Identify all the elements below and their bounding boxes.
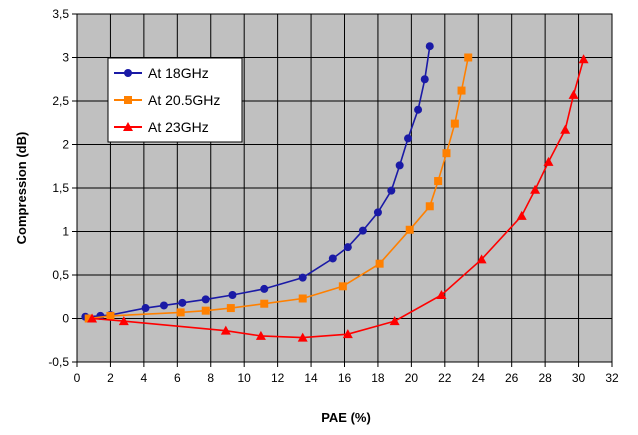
data-point [176, 308, 185, 317]
data-point [328, 254, 337, 263]
x-tick-label: 12 [271, 371, 285, 385]
data-point [338, 282, 347, 291]
data-point [118, 316, 129, 326]
data-point [434, 177, 443, 186]
legend-marker [124, 69, 132, 77]
legend-marker [123, 122, 133, 131]
data-point [425, 202, 434, 211]
data-point [159, 301, 168, 310]
data-point [450, 119, 459, 128]
y-tick-label: 3 [62, 51, 69, 65]
data-point [389, 316, 400, 326]
data-point [373, 208, 382, 217]
data-point [297, 332, 308, 342]
data-point [260, 299, 269, 308]
series-1 [81, 42, 434, 321]
data-point [298, 294, 307, 303]
y-tick-label: 3,5 [52, 7, 69, 21]
legend-item: At 18GHz [114, 65, 209, 81]
data-point [228, 291, 237, 300]
data-point [220, 325, 231, 335]
data-point [395, 161, 404, 170]
data-point [405, 225, 414, 234]
series-line [88, 57, 469, 320]
data-point [358, 226, 367, 235]
data-point [404, 134, 413, 143]
data-point [560, 124, 571, 134]
x-tick-label: 20 [405, 371, 419, 385]
y-tick-label: 1 [62, 225, 69, 239]
data-point [342, 329, 353, 339]
x-tick-label: 22 [438, 371, 452, 385]
data-point [201, 306, 210, 315]
data-point [476, 254, 487, 264]
data-point [387, 186, 396, 195]
x-tick-label: 8 [207, 371, 214, 385]
data-point [260, 284, 269, 293]
data-point [141, 304, 150, 313]
data-point [420, 75, 429, 84]
x-tick-label: 30 [572, 371, 586, 385]
legend-marker [124, 96, 132, 104]
x-tick-label: 26 [505, 371, 519, 385]
data-point [442, 149, 451, 158]
y-tick-label: -0,5 [48, 355, 69, 369]
series-2 [84, 53, 473, 323]
x-tick-label: 18 [371, 371, 385, 385]
data-point [84, 314, 93, 323]
data-point [226, 304, 235, 313]
x-tick-label: 2 [107, 371, 114, 385]
y-tick-label: 0 [62, 312, 69, 326]
series-3 [87, 54, 589, 342]
data-point [298, 273, 307, 282]
x-tick-label: 32 [605, 371, 619, 385]
y-tick-label: 2 [62, 138, 69, 152]
data-point [457, 86, 466, 95]
legend-label: At 23GHz [148, 119, 209, 135]
data-point [375, 259, 384, 268]
data-point [436, 290, 447, 300]
data-point [255, 330, 266, 340]
data-point [343, 243, 352, 252]
legend: At 18GHz At 20.5GHz At 23GHz [107, 57, 243, 143]
data-point [425, 42, 434, 51]
data-point [578, 54, 589, 64]
data-point [201, 295, 210, 304]
data-point [516, 210, 527, 220]
data-point [530, 184, 541, 194]
legend-label: At 18GHz [148, 65, 209, 81]
legend-item: At 20.5GHz [114, 92, 220, 108]
data-point [568, 89, 579, 99]
x-tick-label: 6 [174, 371, 181, 385]
data-point [414, 105, 423, 114]
data-point [106, 311, 115, 320]
data-point [543, 156, 554, 166]
x-tick-label: 24 [472, 371, 486, 385]
y-tick-label: 1,5 [52, 181, 69, 195]
data-point [87, 313, 98, 323]
x-tick-label: 16 [338, 371, 352, 385]
x-tick-label: 4 [141, 371, 148, 385]
y-axis-title: Compression (dB) [14, 132, 29, 245]
x-tick-label: 10 [238, 371, 252, 385]
y-tick-label: 2,5 [52, 94, 69, 108]
x-tick-label: 0 [74, 371, 81, 385]
plot-border [76, 13, 613, 363]
x-axis-title: PAE (%) [321, 410, 371, 425]
legend-label: At 20.5GHz [148, 92, 220, 108]
y-tick-label: 0,5 [52, 268, 69, 282]
data-point [464, 53, 473, 62]
legend-item: At 23GHz [114, 119, 209, 135]
x-tick-label: 28 [538, 371, 552, 385]
x-tick-label: 14 [304, 371, 318, 385]
data-point [178, 298, 187, 307]
